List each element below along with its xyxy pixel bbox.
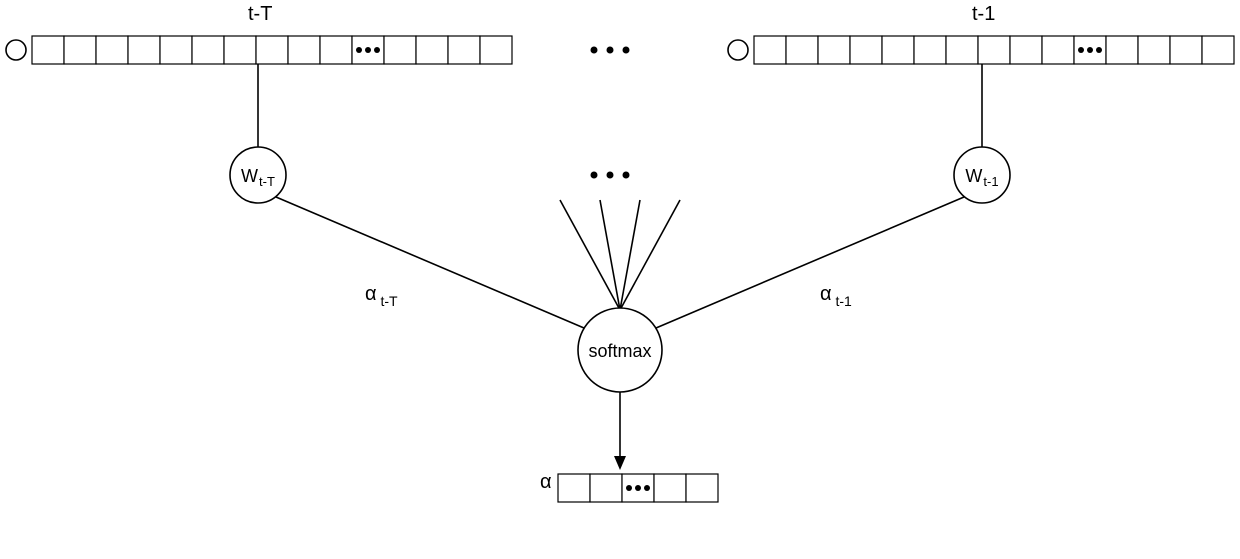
output-alpha-label: α (540, 471, 552, 493)
seq-left-cell (160, 36, 192, 64)
sequence-left (32, 36, 512, 64)
seq-left-cell (384, 36, 416, 64)
output-row (558, 474, 718, 502)
seq-right-cell (946, 36, 978, 64)
seq-left-cell (192, 36, 224, 64)
fan-lines (560, 200, 680, 310)
seq-left-cell (256, 36, 288, 64)
edge-W-right-to-softmax (656, 197, 964, 328)
seq-left-cell (448, 36, 480, 64)
top-label-right: t-1 (972, 3, 995, 25)
softmax-label: softmax (588, 341, 651, 361)
top-ellipsis (591, 47, 630, 54)
seq-right-cell (1010, 36, 1042, 64)
seq-right-cell (818, 36, 850, 64)
seq-right-cell (914, 36, 946, 64)
seq-right-cell (786, 36, 818, 64)
seq-left-cell (32, 36, 64, 64)
seq-left-cell (64, 36, 96, 64)
attention-diagram: t-T t-1 Wt-T Wt-1 α t-T α t-1 softmax α (0, 0, 1240, 559)
top-label-left: t-T (248, 3, 272, 25)
seq-left-cell (128, 36, 160, 64)
seq-right-cell (1106, 36, 1138, 64)
output-cell (590, 474, 622, 502)
edge-label-alpha-left: α t-T (365, 283, 398, 309)
seq-right-cell (978, 36, 1010, 64)
seq-left-cell (480, 36, 512, 64)
sequence-right (754, 36, 1234, 64)
seq-right-lead-circle (728, 40, 748, 60)
seq-right-cell (882, 36, 914, 64)
fan-line (620, 200, 680, 310)
fan-line (600, 200, 620, 310)
seq-left-cell (320, 36, 352, 64)
edge-W-left-to-softmax (276, 197, 584, 328)
fan-line (620, 200, 640, 310)
seq-right-cell (1042, 36, 1074, 64)
fan-line (560, 200, 620, 310)
output-cell (686, 474, 718, 502)
seq-right-cell (1170, 36, 1202, 64)
seq-right-cell (754, 36, 786, 64)
arrow-head-icon (614, 456, 626, 470)
seq-left-cell (288, 36, 320, 64)
seq-left-cell (224, 36, 256, 64)
output-cell (558, 474, 590, 502)
seq-right-cell (850, 36, 882, 64)
seq-left-cell (96, 36, 128, 64)
edge-label-alpha-right: α t-1 (820, 283, 852, 309)
output-cell (654, 474, 686, 502)
seq-left-lead-circle-2 (6, 40, 26, 60)
seq-left-cell (416, 36, 448, 64)
mid-ellipsis (591, 172, 630, 179)
seq-right-cell (1138, 36, 1170, 64)
seq-right-cell (1202, 36, 1234, 64)
